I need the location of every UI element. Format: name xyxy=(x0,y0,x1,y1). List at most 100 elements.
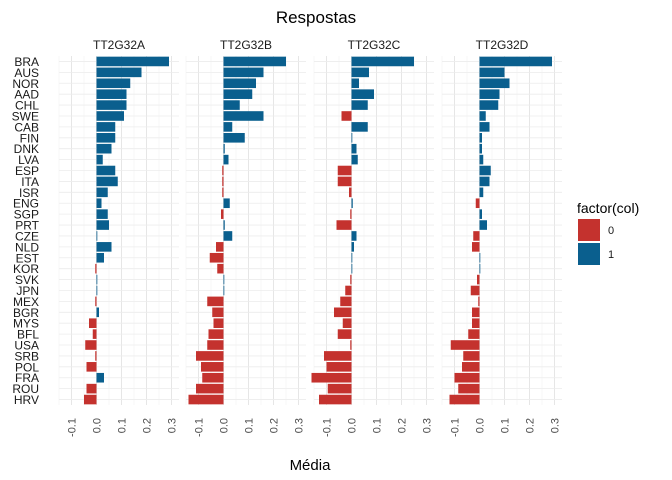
bar xyxy=(350,340,352,350)
bar xyxy=(86,362,97,372)
bar xyxy=(351,198,353,209)
bar xyxy=(349,187,352,198)
bar xyxy=(217,263,224,274)
bar xyxy=(351,252,353,263)
bar xyxy=(351,100,368,110)
bar xyxy=(196,351,224,361)
bar xyxy=(95,263,97,274)
bar xyxy=(351,242,354,252)
bar xyxy=(462,362,480,372)
y-tick-label: HRV xyxy=(14,393,39,407)
bar xyxy=(351,56,414,67)
bar xyxy=(96,143,112,154)
facet-label: TT2G32D xyxy=(476,38,529,52)
bar xyxy=(334,307,352,318)
bar xyxy=(311,372,352,383)
bar xyxy=(479,165,491,176)
y-tick-label: EST xyxy=(16,251,40,265)
y-tick-label: MEX xyxy=(13,295,39,309)
bar xyxy=(337,165,352,176)
bar xyxy=(96,307,99,318)
bar xyxy=(96,187,108,198)
x-tick-label: -0.1 xyxy=(322,418,334,437)
y-tick-label: MYS xyxy=(13,317,39,331)
x-tick-label: 0.1 xyxy=(500,418,512,433)
bar xyxy=(223,285,225,296)
bar xyxy=(223,220,225,230)
bar xyxy=(86,383,97,394)
bar xyxy=(223,122,233,132)
bar xyxy=(327,383,352,394)
bar xyxy=(96,56,169,67)
bar xyxy=(479,252,481,263)
bar xyxy=(196,383,224,394)
y-tick-label: DNK xyxy=(14,142,39,156)
bar xyxy=(350,209,352,219)
bar xyxy=(96,209,108,219)
bar xyxy=(351,132,353,143)
y-tick-label: ISR xyxy=(19,186,39,200)
y-tick-label: CZE xyxy=(15,229,39,243)
bar xyxy=(478,296,480,307)
x-tick-label: 0.0 xyxy=(219,418,231,433)
y-tick-label: SRB xyxy=(14,349,39,363)
bar xyxy=(96,122,116,132)
bar xyxy=(473,231,480,241)
bar xyxy=(96,231,98,241)
bar xyxy=(96,176,118,187)
bar xyxy=(223,231,233,241)
bar xyxy=(96,285,98,296)
bar xyxy=(351,231,357,241)
bar xyxy=(92,329,97,339)
bar xyxy=(96,220,109,230)
bar xyxy=(475,198,480,209)
bar xyxy=(96,132,116,143)
bar xyxy=(96,89,127,99)
y-tick-label: ESP xyxy=(15,164,39,178)
y-tick-label: JPN xyxy=(16,284,39,298)
bar xyxy=(324,351,352,361)
bar xyxy=(479,187,484,198)
bar xyxy=(85,340,97,350)
bar xyxy=(351,89,374,99)
bar xyxy=(96,274,98,285)
bar xyxy=(479,56,552,67)
bar xyxy=(95,296,97,307)
chart-title: Respostas xyxy=(276,8,356,27)
bar xyxy=(479,67,505,78)
bar xyxy=(479,78,510,89)
bar xyxy=(479,209,482,219)
bar xyxy=(479,122,490,132)
bar xyxy=(479,176,490,187)
y-tick-label: LVA xyxy=(18,153,39,167)
y-tick-label: AUS xyxy=(14,66,39,80)
legend-label: 1 xyxy=(608,249,614,261)
facet-panel: TT2G32D -0.1 0.0 0.1 0.2 0.3 xyxy=(441,38,562,437)
bar xyxy=(477,274,480,285)
y-tick-label: SWE xyxy=(12,109,39,123)
bar xyxy=(468,329,480,339)
x-tick-label: 0.2 xyxy=(269,418,281,433)
bar xyxy=(96,111,124,121)
bar xyxy=(337,176,352,187)
facet-panel: TT2G32B -0.1 0.0 0.1 0.2 0.3 xyxy=(185,38,306,437)
x-tick-label: -0.1 xyxy=(450,418,462,437)
x-tick-label: 0.2 xyxy=(142,418,154,433)
facet-label: TT2G32B xyxy=(220,38,272,52)
bar xyxy=(479,143,482,154)
bar xyxy=(479,111,486,121)
bar xyxy=(221,209,224,219)
bar xyxy=(454,372,480,383)
facet-panel: TT2G32A -0.1 0.0 0.1 0.2 0.3 xyxy=(58,38,179,437)
facet-label: TT2G32C xyxy=(348,38,401,52)
bar xyxy=(96,198,102,209)
y-tick-label: FIN xyxy=(20,131,39,145)
bar xyxy=(351,67,369,78)
bar xyxy=(96,242,112,252)
bar xyxy=(96,154,103,165)
bar xyxy=(212,307,224,318)
bar xyxy=(89,318,97,329)
bar xyxy=(472,242,480,252)
y-tick-label: POL xyxy=(15,360,39,374)
bar xyxy=(449,394,480,405)
